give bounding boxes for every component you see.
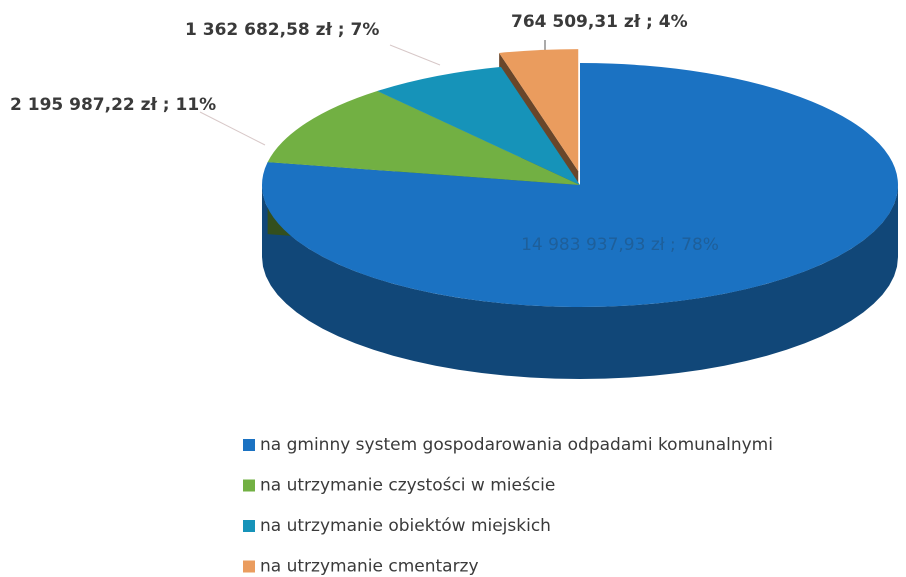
legend-label: na utrzymanie obiektów miejskich [260,516,551,536]
leader-line [389,44,441,66]
leader-line [199,111,266,146]
pie-slice-side [262,185,898,379]
legend-swatch [243,520,255,532]
data-label: 2 195 987,22 zł ; 11% [10,95,216,115]
legend-label: na utrzymanie czystości w mieście [260,476,555,496]
pie-slice [377,66,580,185]
data-label: 1 362 682,58 zł ; 7% [185,20,379,40]
pie-slice [499,49,579,172]
data-label: 764 509,31 zł ; 4% [511,12,688,32]
legend-swatch [243,479,255,492]
legend-label: na gminny system gospodarowania odpadami… [260,435,773,455]
legend-swatch [243,560,255,573]
data-label: 14 983 937,93 zł ; 78% [521,235,719,255]
legend-label: na utrzymanie cmentarzy [260,557,479,577]
pie-slice [267,90,580,185]
pie-tops [261,49,898,307]
legend-swatch [243,439,255,451]
